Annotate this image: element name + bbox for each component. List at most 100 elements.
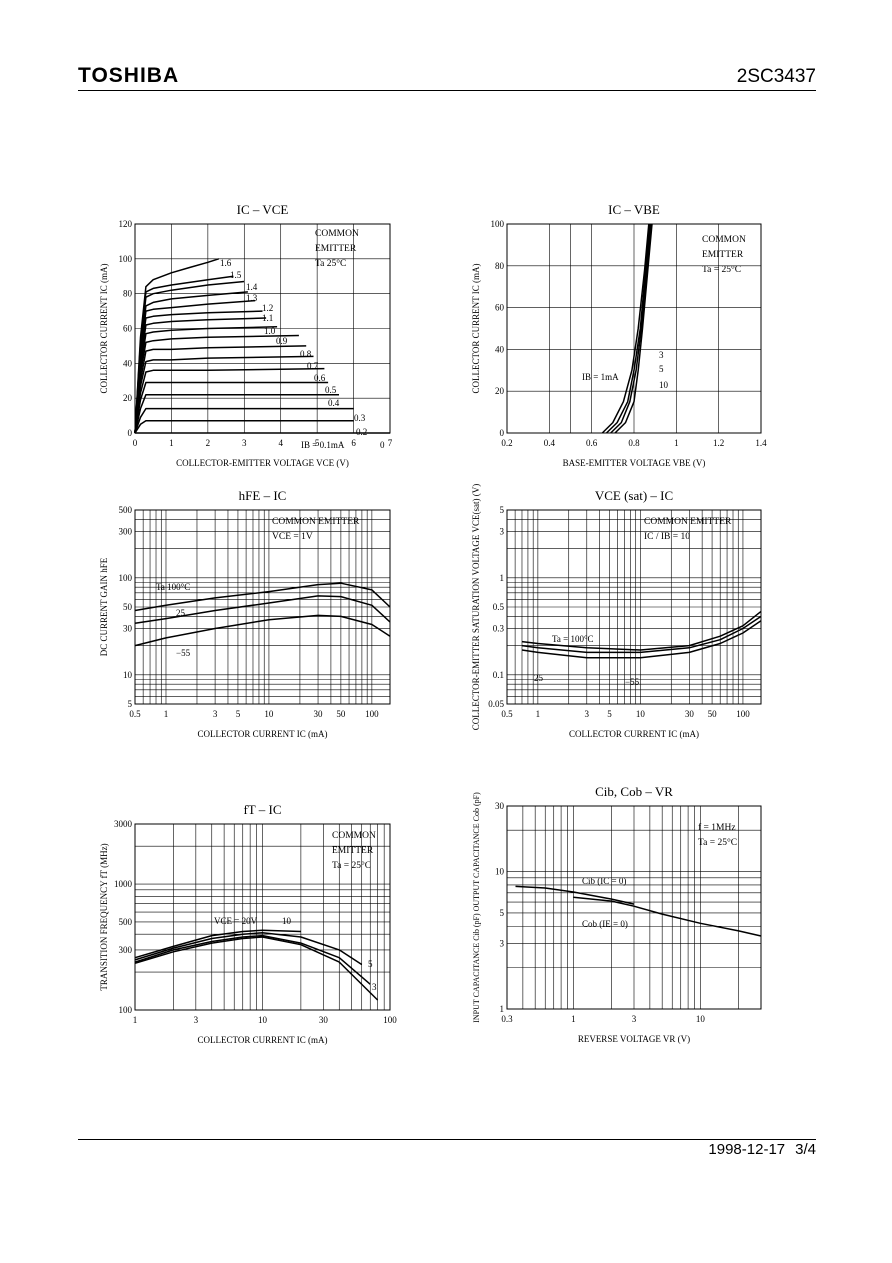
y-tick-label: 120	[119, 219, 133, 229]
series-line	[134, 345, 307, 434]
x-tick-label: 1	[169, 438, 174, 448]
chart-title: Cib, Cob – VR	[595, 784, 673, 799]
y-tick-label: 500	[119, 505, 133, 515]
x-tick-label: 5	[236, 709, 241, 719]
series-line	[601, 223, 650, 434]
series-label: 0	[380, 440, 385, 450]
x-tick-label: 5	[315, 438, 320, 448]
x-tick-label: 0.2	[501, 438, 512, 448]
chart-hfe-ic: 0.5 1 3 5 10 30 50 100 5 10 30 50 100 300 500 hFE – IC C…	[99, 488, 391, 739]
x-tick-label: 7	[388, 438, 393, 448]
series-label: 5	[659, 364, 664, 374]
y-tick-label: 100	[491, 219, 505, 229]
chart-title: IC – VCE	[237, 202, 289, 217]
x-tick-label: 1	[133, 1015, 138, 1025]
series-label: 25	[534, 673, 544, 683]
series-label: IB = 1mA	[582, 372, 619, 382]
series-line	[134, 407, 354, 434]
series-label: VCE = 20V	[214, 916, 258, 926]
chart-title: fT – IC	[243, 802, 281, 817]
x-tick-label: 1.2	[713, 438, 724, 448]
y-tick-label: 100	[119, 1005, 133, 1015]
y-tick-label: 0.1	[493, 670, 504, 680]
series-line	[134, 934, 371, 985]
series-label: 0.2	[356, 427, 367, 437]
plot-frame	[134, 823, 391, 1011]
series-label: 10	[282, 916, 292, 926]
series-label: 1.3	[246, 293, 258, 303]
x-tick-label: 4	[278, 438, 283, 448]
series-label: 0.9	[276, 336, 288, 346]
chart-annotation: COMMON	[315, 229, 359, 239]
series-line	[134, 393, 339, 434]
x-tick-label: 1.4	[755, 438, 767, 448]
series-label: Ta = 100°C	[552, 634, 594, 644]
part-number: 2SC3437	[736, 66, 816, 87]
y-tick-label: 0.5	[493, 602, 505, 612]
y-tick-label: 0.3	[493, 624, 505, 634]
x-tick-label: 3	[585, 709, 590, 719]
x-tick-label: 100	[383, 1015, 397, 1025]
series-line	[134, 929, 301, 959]
x-axis-label: COLLECTOR CURRENT IC (mA)	[198, 1035, 328, 1045]
chart-annotation: COMMON	[702, 235, 746, 245]
chart-vcesat-ic: 0.5 1 3 5 10 30 50 100 0.05 0.1 0.3 0.5 1 3 5 VCE (sat)…	[471, 484, 762, 739]
y-tick-label: 60	[123, 324, 133, 334]
series-label: 0.8	[300, 349, 312, 359]
series-line	[515, 885, 635, 905]
y-axis-label: COLLECTOR-EMITTER SATURATION VOLTAGE VCE…	[471, 484, 481, 730]
x-tick-label: 30	[319, 1015, 329, 1025]
y-tick-label: 300	[119, 527, 133, 537]
x-tick-label: 10	[264, 709, 274, 719]
series-label: 10	[659, 380, 669, 390]
series-label: 5	[368, 959, 373, 969]
x-tick-label: 1	[164, 709, 169, 719]
y-tick-label: 5	[500, 908, 505, 918]
y-tick-label: 5	[128, 699, 133, 709]
series-label: 1.0	[264, 326, 276, 336]
series-line	[134, 381, 329, 434]
series-label: 0.6	[314, 373, 326, 383]
x-axis-label: BASE-EMITTER VOLTAGE VBE (V)	[563, 458, 706, 468]
y-tick-label: 0	[500, 428, 505, 438]
x-tick-label: 3	[242, 438, 247, 448]
x-tick-label: 6	[351, 438, 356, 448]
chart-ic-vbe: 0.2 0.4 0.6 0.8 1 1.2 1.4 0 20 40 60 80 100 IC – VBE B…	[471, 202, 767, 468]
chart-annotation: Ta = 25°C	[702, 264, 741, 275]
x-tick-label: 3	[194, 1015, 199, 1025]
y-tick-label: 10	[495, 867, 505, 877]
series-line	[134, 317, 267, 434]
y-axis-label: COLLECTOR CURRENT IC (mA)	[99, 264, 109, 394]
y-axis-label: DC CURRENT GAIN hFE	[99, 557, 109, 656]
chart-annotation: EMITTER	[702, 250, 744, 260]
series-line	[134, 275, 234, 434]
chart-title: VCE (sat) – IC	[595, 488, 673, 503]
brand-logo: TOSHIBA	[78, 64, 180, 87]
series-label: −55	[176, 648, 191, 658]
series-label: Cib (IC = 0)	[582, 876, 626, 886]
series-line	[573, 896, 762, 937]
series-label: Ta 100°C	[156, 582, 190, 592]
chart-title: IC – VBE	[608, 202, 660, 217]
y-tick-label: 3000	[114, 819, 133, 829]
series-line	[134, 420, 354, 434]
y-tick-label: 0.05	[488, 699, 504, 709]
series-label: 3	[659, 350, 664, 360]
chart-annotation: f = 1MHz	[698, 822, 736, 833]
x-tick-label: 3	[213, 709, 218, 719]
x-tick-label: 10	[636, 709, 646, 719]
series-label: 1.2	[262, 303, 273, 313]
y-axis-label: TRANSITION FREQUENCY fT (MHz)	[99, 843, 109, 990]
y-tick-label: 3	[500, 938, 505, 948]
y-tick-label: 60	[495, 303, 505, 313]
series-line	[134, 367, 325, 434]
chart-annotation: COMMON EMITTER	[272, 517, 360, 527]
x-tick-label: 50	[708, 709, 718, 719]
series-label: 1.5	[230, 270, 242, 280]
x-tick-label: 30	[314, 709, 324, 719]
series-line	[134, 355, 314, 434]
series-line	[605, 223, 651, 434]
y-tick-label: 500	[119, 917, 133, 927]
x-tick-label: 50	[336, 709, 346, 719]
